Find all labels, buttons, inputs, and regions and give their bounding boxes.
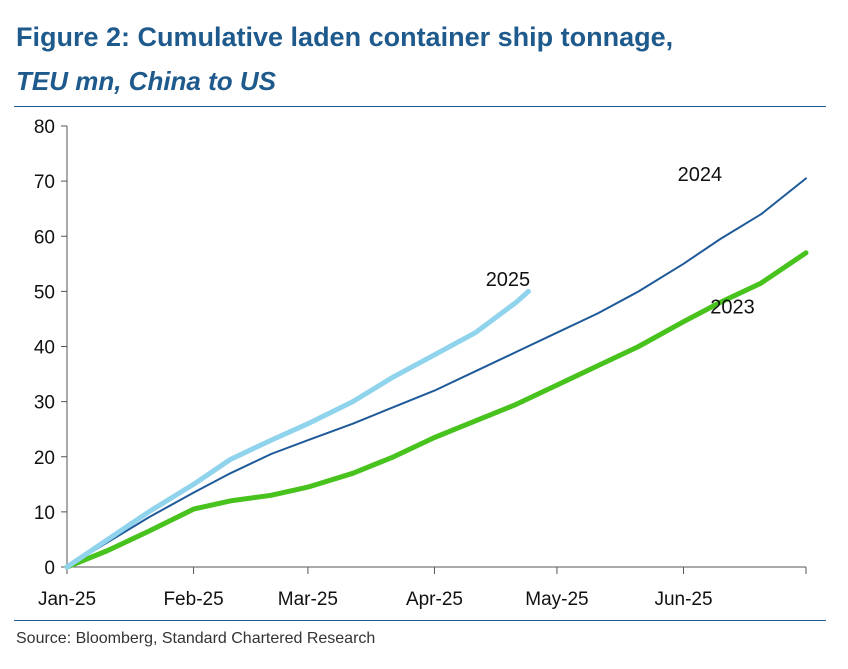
title-divider bbox=[14, 106, 826, 107]
y-tick-label: 50 bbox=[34, 282, 55, 303]
y-tick-label: 20 bbox=[34, 448, 55, 469]
x-tick-label: May-25 bbox=[525, 589, 588, 610]
chart-subtitle: TEU mn, China to US bbox=[16, 66, 276, 96]
y-tick-label: 30 bbox=[34, 393, 55, 414]
y-tick-label: 0 bbox=[44, 558, 55, 579]
x-tick-label: Jun-25 bbox=[654, 589, 712, 610]
chart-series-lines bbox=[64, 177, 809, 570]
series-label-2025: 2025 bbox=[486, 269, 531, 291]
x-tick-label: Mar-25 bbox=[278, 589, 338, 610]
chart-title: Figure 2: Cumulative laden container shi… bbox=[16, 22, 674, 52]
chart-series-labels: 2023 2024 2025 bbox=[486, 164, 755, 318]
series-label-2023: 2023 bbox=[710, 296, 755, 318]
y-tick-label: 40 bbox=[34, 338, 55, 359]
y-tick-label: 60 bbox=[34, 227, 55, 248]
source-divider bbox=[14, 620, 826, 621]
series-label-2024: 2024 bbox=[678, 164, 723, 186]
x-tick-label: Apr-25 bbox=[406, 589, 463, 610]
chart-axes: 0 10 20 30 40 50 60 70 80 Jan-25 Feb-25 Mar-25 Apr-2… bbox=[34, 117, 807, 610]
y-tick-label: 70 bbox=[34, 172, 55, 193]
y-tick-label: 80 bbox=[34, 117, 55, 138]
chart-source-note: Source: Bloomberg, Standard Chartered Re… bbox=[16, 630, 376, 647]
series-line-2023 bbox=[64, 250, 809, 570]
y-tick-label: 10 bbox=[34, 503, 55, 524]
x-tick-label: Jan-25 bbox=[38, 589, 96, 610]
x-tick-label: Feb-25 bbox=[163, 589, 223, 610]
series-line-2024 bbox=[66, 177, 807, 568]
series-line-2025 bbox=[64, 288, 531, 570]
